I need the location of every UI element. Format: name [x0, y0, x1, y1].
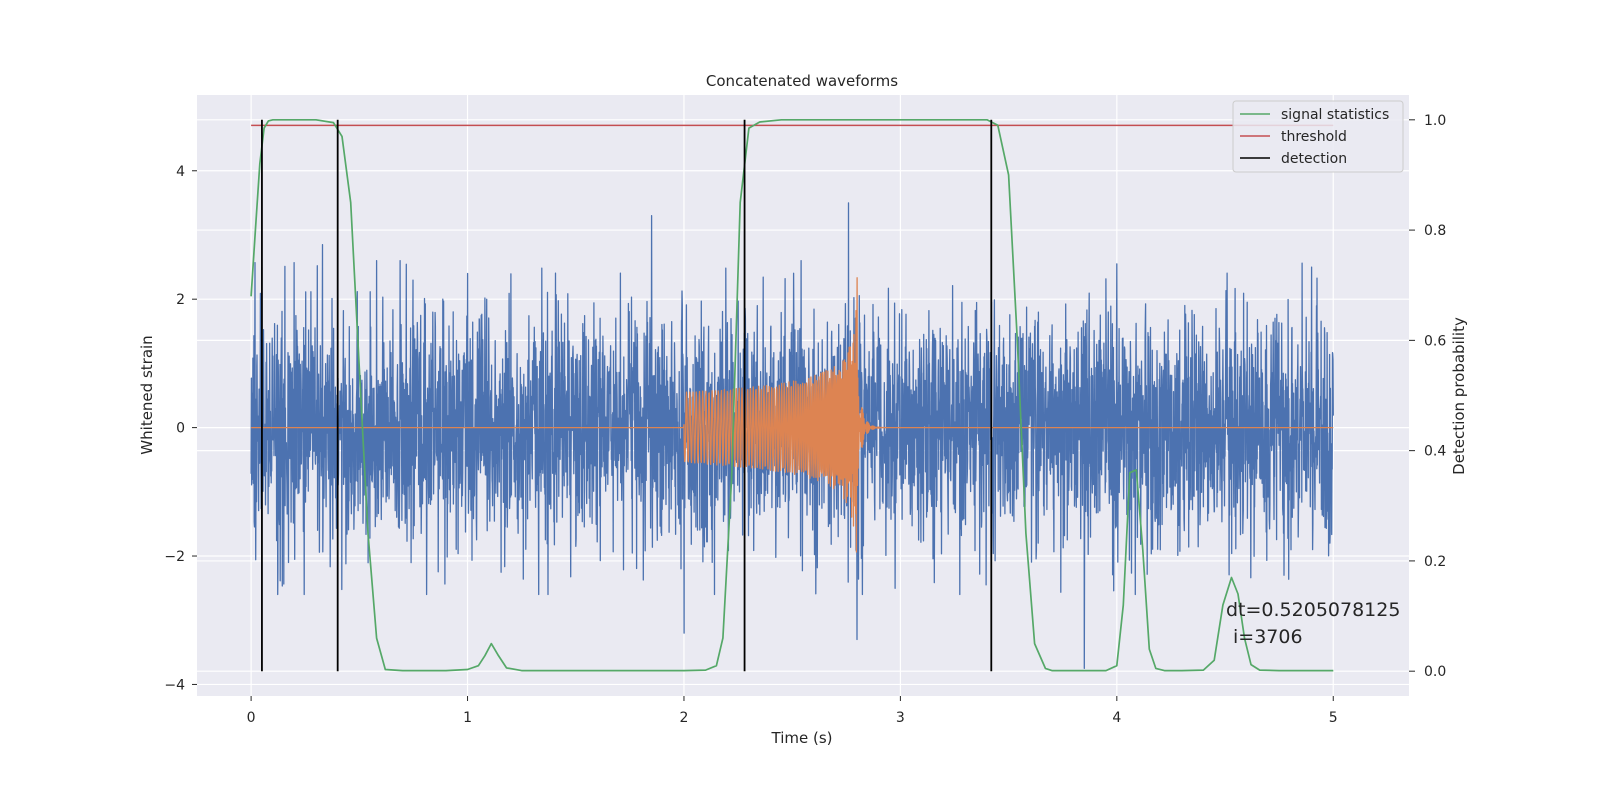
y-axis-label: Whitened strain	[138, 335, 156, 454]
y2-tick-label: 0.6	[1424, 333, 1446, 349]
annotation-i: i=3706	[1233, 626, 1303, 648]
y-tick-label: 0	[176, 421, 185, 437]
legend-label-detection: detection	[1281, 151, 1347, 167]
x-tick-label: 5	[1329, 710, 1338, 726]
y2-axis-label: Detection probability	[1450, 317, 1468, 475]
y2-tick-label: 0.2	[1424, 554, 1446, 570]
y-axis-left: −4 −2 0 2 4	[164, 164, 197, 693]
y2-tick-label: 0.4	[1424, 444, 1446, 460]
x-axis: 0 1 2 3 4 5	[247, 696, 1338, 726]
x-axis-label: Time (s)	[771, 729, 833, 747]
legend-item-threshold: threshold	[1240, 129, 1347, 145]
x-tick-label: 3	[896, 710, 905, 726]
legend-label-signal-statistics: signal statistics	[1281, 107, 1389, 123]
chart-title: Concatenated waveforms	[706, 72, 898, 90]
x-tick-label: 2	[680, 710, 689, 726]
legend-box	[1232, 100, 1404, 173]
series-signal-statistics-line	[250, 118, 1334, 672]
y-tick-label: 2	[176, 292, 185, 308]
y2-tick-label: 1.0	[1424, 113, 1446, 129]
y2-tick-label: 0.0	[1424, 664, 1446, 680]
y-axis-right: 0.0 0.2 0.4 0.6 0.8 1.0	[1409, 113, 1446, 680]
annotation-dt: dt=0.5205078125	[1226, 599, 1400, 621]
x-tick-label: 4	[1112, 710, 1121, 726]
plot-series	[250, 118, 1334, 672]
legend-item-detection: detection	[1240, 151, 1347, 167]
legend-item-signal-statistics: signal statistics	[1240, 107, 1389, 123]
legend-label-threshold: threshold	[1281, 129, 1347, 145]
x-tick-label: 1	[463, 710, 472, 726]
y2-tick-label: 0.8	[1424, 223, 1446, 239]
y-tick-label: −4	[164, 677, 185, 693]
annotation: dt=0.5205078125 i=3706	[1226, 599, 1400, 648]
y-tick-label: 4	[176, 164, 185, 180]
y-tick-label: −2	[164, 549, 185, 565]
legend: signal statistics threshold detection	[1232, 100, 1404, 173]
series-chirp-line	[250, 277, 1334, 553]
x-tick-label: 0	[247, 710, 256, 726]
